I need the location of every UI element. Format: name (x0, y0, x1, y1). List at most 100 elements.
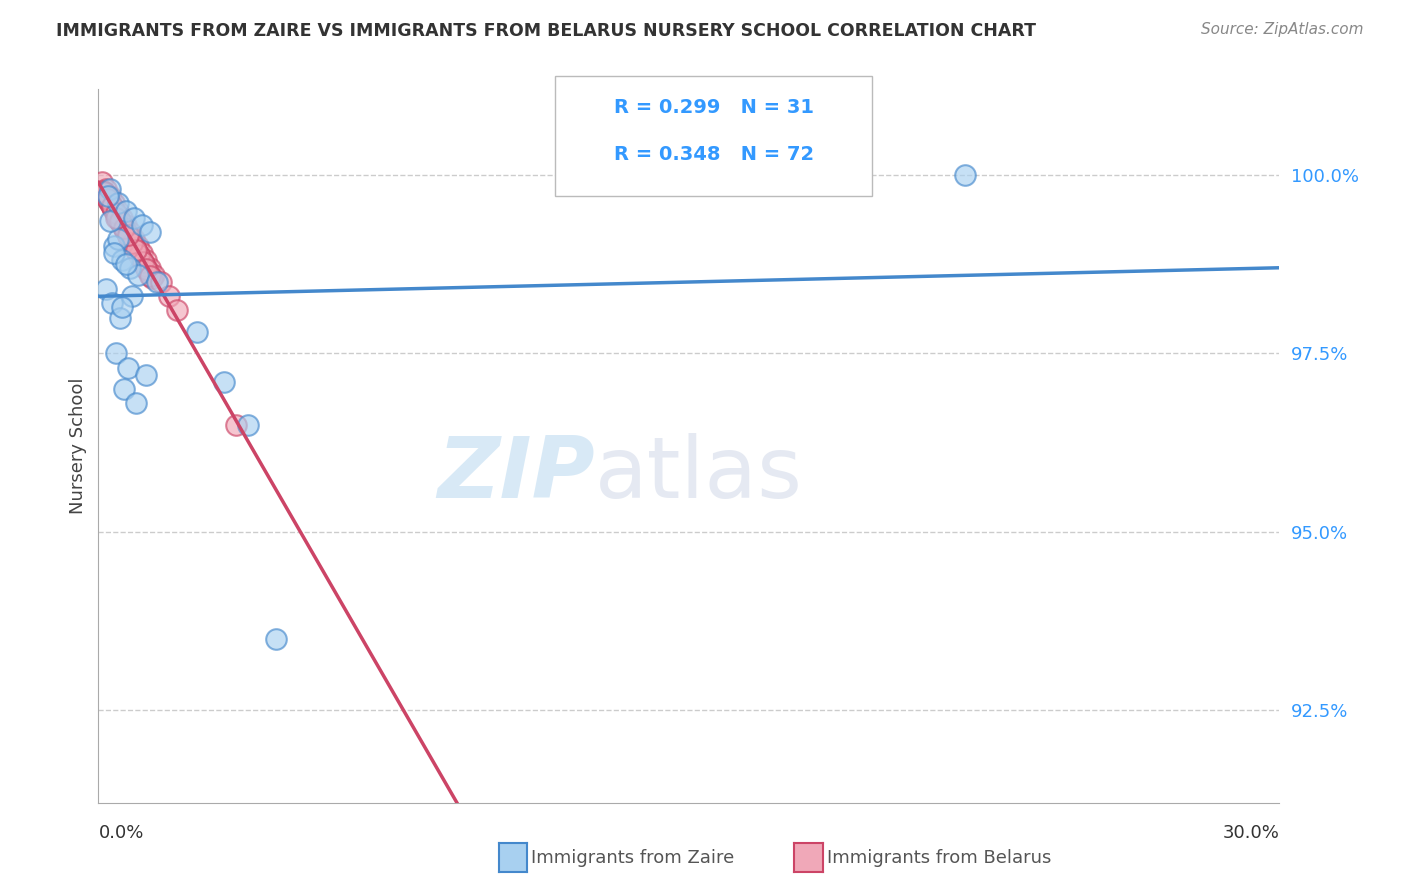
Point (101, 201, 124, 215)
Point (96, 282, 118, 296)
Point (111, 300, 134, 314)
Point (953, 168, 976, 182)
Point (97, 193, 120, 207)
Point (225, 417, 247, 432)
Point (110, 215, 132, 229)
Point (103, 196, 125, 211)
Point (107, 196, 129, 211)
Point (104, 205, 127, 219)
Point (91, 175, 114, 189)
Point (108, 213, 131, 227)
Point (107, 232, 129, 246)
Point (111, 219, 134, 234)
Point (93, 186, 115, 201)
Point (135, 368, 157, 382)
Point (101, 200, 124, 214)
Point (264, 632, 287, 646)
Point (108, 212, 131, 227)
Point (121, 236, 143, 251)
Point (157, 289, 180, 303)
Text: 0.0%: 0.0% (98, 824, 143, 842)
Point (141, 271, 163, 285)
Point (124, 241, 146, 255)
Point (115, 227, 138, 241)
Point (112, 221, 135, 235)
Point (142, 268, 165, 282)
Point (139, 269, 162, 284)
Point (122, 211, 145, 225)
Point (94, 187, 117, 202)
Point (104, 211, 127, 225)
Point (186, 325, 208, 339)
Point (117, 228, 139, 243)
Point (128, 250, 150, 264)
Point (108, 310, 131, 325)
Point (98, 214, 121, 228)
Point (97, 192, 120, 206)
Point (125, 243, 148, 257)
Point (98, 194, 121, 209)
Point (118, 225, 141, 239)
Point (110, 216, 132, 230)
Point (117, 227, 139, 242)
Point (135, 262, 157, 277)
Point (111, 211, 134, 225)
Point (150, 275, 173, 289)
Point (135, 253, 157, 268)
Point (97, 189, 120, 203)
Point (101, 296, 124, 310)
Point (236, 417, 259, 432)
Point (111, 253, 134, 268)
Point (105, 207, 128, 221)
Point (125, 244, 148, 259)
Point (138, 260, 160, 275)
Point (104, 206, 127, 220)
Point (91, 184, 114, 198)
Point (101, 199, 124, 213)
Point (98, 182, 121, 196)
Point (146, 275, 169, 289)
Point (107, 203, 129, 218)
Point (112, 382, 135, 396)
Point (93, 185, 115, 199)
Point (105, 208, 128, 222)
Y-axis label: Nursery School: Nursery School (69, 377, 87, 515)
Point (108, 214, 131, 228)
Text: 30.0%: 30.0% (1223, 824, 1279, 842)
Text: IMMIGRANTS FROM ZAIRE VS IMMIGRANTS FROM BELARUS NURSERY SCHOOL CORRELATION CHAR: IMMIGRANTS FROM ZAIRE VS IMMIGRANTS FROM… (56, 22, 1036, 40)
Point (125, 244, 148, 258)
Point (125, 396, 148, 410)
Text: Source: ZipAtlas.com: Source: ZipAtlas.com (1201, 22, 1364, 37)
Point (115, 257, 138, 271)
Point (138, 225, 160, 239)
Point (112, 222, 135, 236)
Text: Immigrants from Belarus: Immigrants from Belarus (827, 849, 1052, 867)
Text: R = 0.348   N = 72: R = 0.348 N = 72 (614, 145, 814, 164)
Text: ZIP: ZIP (437, 433, 595, 516)
Point (118, 260, 141, 275)
Point (115, 218, 138, 232)
Point (118, 230, 141, 244)
Point (120, 234, 142, 248)
Point (127, 239, 149, 253)
Point (132, 257, 155, 271)
Point (100, 198, 122, 212)
Point (136, 264, 159, 278)
Point (128, 248, 150, 262)
Point (122, 232, 145, 246)
Point (127, 268, 149, 282)
Point (131, 218, 153, 232)
Point (129, 252, 152, 266)
Point (114, 223, 136, 237)
Point (134, 259, 156, 273)
Point (96, 182, 118, 196)
Text: R = 0.299   N = 31: R = 0.299 N = 31 (614, 98, 814, 117)
Point (122, 237, 145, 252)
Point (131, 255, 153, 269)
Point (93, 186, 115, 200)
Point (117, 229, 139, 244)
Point (112, 220, 135, 235)
Point (131, 246, 153, 260)
Point (115, 203, 138, 218)
Point (117, 360, 139, 375)
